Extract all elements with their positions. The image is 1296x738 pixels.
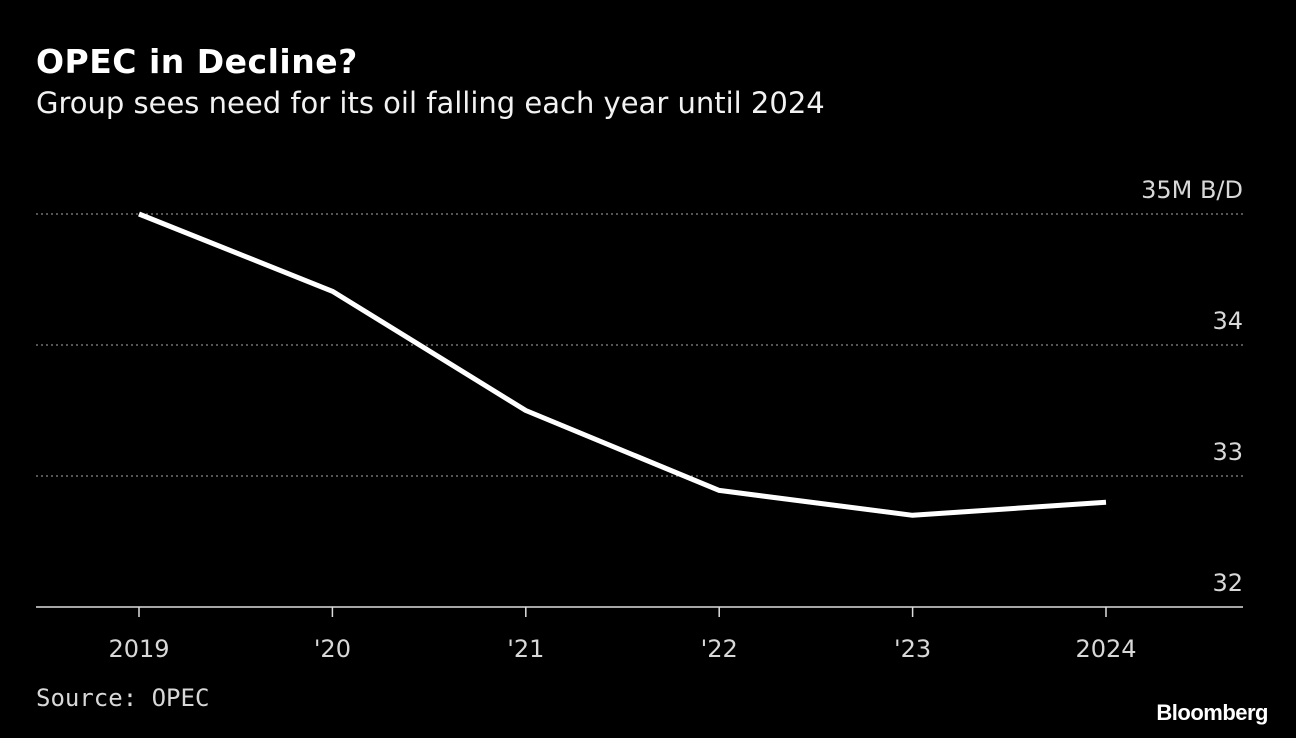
x-tick-label: '20 [314,635,351,663]
x-tick-label: '22 [701,635,738,663]
source-note: Source: OPEC [36,684,210,712]
y-tick-label: 32 [1212,569,1243,597]
x-tick-label: 2024 [1075,635,1136,663]
y-tick-label: 35M B/D [1141,176,1243,204]
y-tick-label: 34 [1212,307,1243,335]
series-line [138,211,1107,518]
y-tick-label: 33 [1212,438,1243,466]
x-tick-label: '21 [507,635,544,663]
chart-title: OPEC in Decline? [36,42,358,81]
x-tick-label: '23 [894,635,931,663]
chart-subtitle: Group sees need for its oil falling each… [36,86,825,120]
bloomberg-logo: Bloomberg [1156,700,1268,725]
x-tick-label: 2019 [108,635,169,663]
